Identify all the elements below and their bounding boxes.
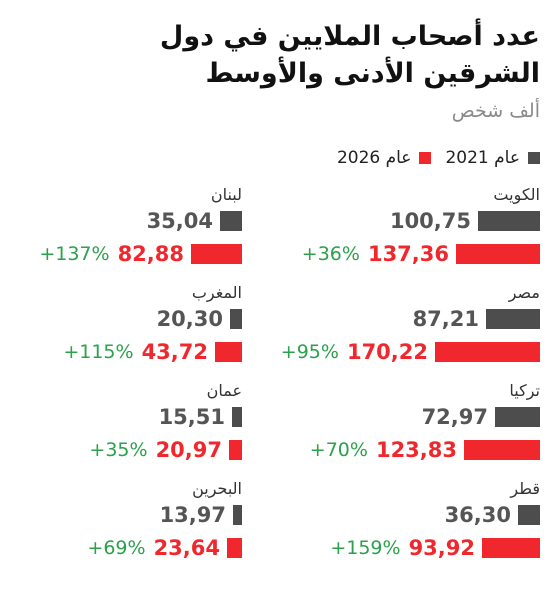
value-label-2026: 43,72 [141,340,208,364]
country-panel: عمان 15,51 20,97 +35% [22,381,242,471]
change-percent-label: +137% [39,243,110,265]
country-panel: مصر 87,21 170,22 +95% [281,283,540,373]
country-label: عمان [206,381,242,400]
value-label-2021: 72,97 [421,405,488,429]
bar-2021 [478,211,540,231]
value-label-2021: 100,75 [389,209,471,233]
change-percent-label: +69% [87,537,146,559]
country-label: المغرب [191,283,242,302]
country-label: الكويت [493,185,540,204]
country-label: قطر [510,479,540,498]
bar-row-2026: 137,36 +36% [302,240,540,268]
bar-row-2021: 35,04 [147,207,242,235]
value-label-2021: 13,97 [159,503,226,527]
country-panel: تركيا 72,97 123,83 +70% [310,381,540,471]
value-label-2021: 36,30 [444,503,511,527]
legend-swatch-2026 [419,152,432,164]
value-label-2026: 170,22 [346,340,428,364]
value-label-2021: 87,21 [412,307,479,331]
bar-2026 [464,440,540,460]
country-label: تركيا [509,381,540,400]
value-label-2021: 35,04 [146,209,213,233]
bar-2026 [456,244,540,264]
bar-2026 [229,440,242,460]
value-label-2026: 23,64 [153,536,220,560]
bar-2026 [227,538,242,558]
value-label-2026: 123,83 [375,438,457,462]
bar-row-2021: 72,97 [422,403,540,431]
change-percent-label: +36% [301,243,360,265]
bar-row-2021: 36,30 [445,501,540,529]
bar-row-2026: 93,92 +159% [330,534,540,562]
country-panel: الكويت 100,75 137,36 +36% [302,185,540,275]
value-label-2026: 20,97 [155,438,222,462]
chart-subtitle-unit: ألف شخص [451,100,540,122]
bar-row-2026: 170,22 +95% [281,338,540,366]
bar-row-2021: 87,21 [413,305,540,333]
legend-item-2026: عام 2026 [337,148,432,168]
bar-2021 [220,211,242,231]
bar-2026 [435,342,540,362]
country-panel: المغرب 20,30 43,72 +115% [22,283,242,373]
change-percent-label: +115% [63,341,134,363]
bar-row-2021: 15,51 [159,403,242,431]
legend-item-2021: عام 2021 [445,148,540,168]
bar-2026 [215,342,242,362]
change-percent-label: +95% [280,341,339,363]
value-label-2021: 15,51 [158,405,225,429]
bar-2021 [486,309,540,329]
chart-title: عدد أصحاب الملايين في دول الشرقين الأدنى… [159,21,540,89]
change-percent-label: +70% [309,439,368,461]
bar-row-2026: 123,83 +70% [310,436,540,464]
legend-label-2026: عام 2026 [336,148,412,168]
legend-label-2021: عام 2021 [445,148,520,168]
value-label-2026: 93,92 [408,536,475,560]
change-percent-label: +159% [330,537,401,559]
country-label: مصر [508,283,540,302]
value-label-2021: 20,30 [156,307,223,331]
change-percent-label: +35% [89,439,148,461]
country-label: لبنان [210,185,242,204]
bar-row-2021: 100,75 [390,207,540,235]
bar-2021 [233,505,242,525]
bar-row-2021: 13,97 [160,501,242,529]
bar-row-2026: 82,88 +137% [39,240,242,268]
legend: عام 2021 عام 2026 [323,148,540,168]
country-panel: البحرين 13,97 23,64 +69% [22,479,242,569]
value-label-2026: 82,88 [117,242,184,266]
bar-2026 [482,538,540,558]
country-panel: قطر 36,30 93,92 +159% [320,479,540,569]
country-label: البحرين [192,479,242,498]
bar-2021 [518,505,540,525]
bar-row-2026: 23,64 +69% [87,534,242,562]
bar-row-2026: 43,72 +115% [63,338,242,366]
bar-2026 [191,244,242,264]
legend-swatch-2021 [528,152,540,164]
bar-row-2026: 20,97 +35% [89,436,242,464]
bar-2021 [495,407,540,427]
bar-row-2021: 20,30 [157,305,242,333]
value-label-2026: 137,36 [367,242,449,266]
bar-2021 [230,309,242,329]
country-panel: لبنان 35,04 82,88 +137% [22,185,242,275]
bar-2021 [232,407,242,427]
